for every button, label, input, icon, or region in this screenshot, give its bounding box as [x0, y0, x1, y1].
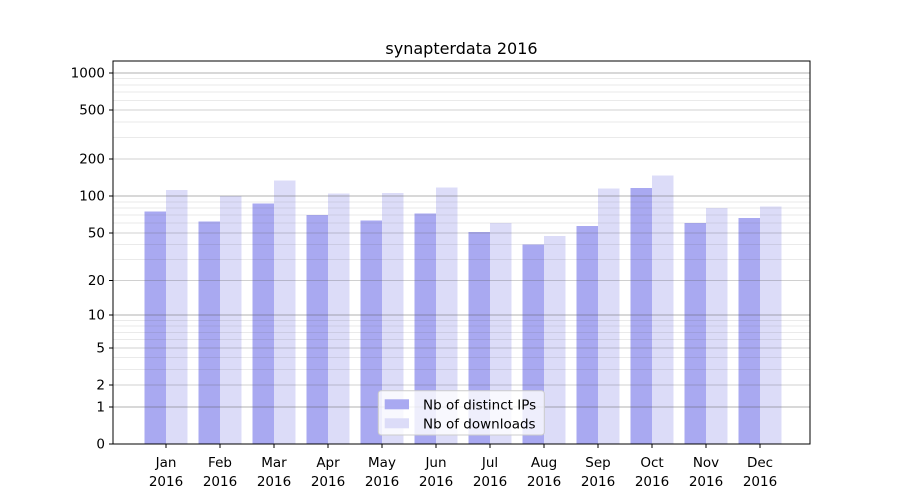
bar-oct-distinct-ips [630, 187, 652, 445]
y-tick-label: 20 [88, 273, 105, 289]
bar-jun-downloads [436, 187, 458, 444]
legend-box [377, 390, 545, 436]
bar-feb-distinct-ips [198, 221, 220, 444]
x-tick-label-month: Oct [640, 455, 663, 471]
y-tick-label: 1 [96, 399, 105, 415]
x-tick-label-month: Sep [585, 455, 610, 471]
x-tick-label-year: 2016 [473, 474, 507, 490]
y-tick-label: 5 [96, 340, 105, 356]
bar-mar-downloads [274, 180, 296, 444]
x-tick-label-year: 2016 [581, 474, 615, 490]
x-tick-label-year: 2016 [203, 474, 237, 490]
x-tick-label-year: 2016 [257, 474, 291, 490]
x-tick-label-year: 2016 [689, 474, 723, 490]
x-tick-label-month: Jul [481, 455, 498, 471]
bar-nov-downloads [706, 208, 728, 444]
x-tick-label-year: 2016 [527, 474, 561, 490]
bar-oct-downloads [652, 175, 674, 445]
x-tick-label-month: Aug [531, 455, 557, 471]
x-tick-label-year: 2016 [311, 474, 345, 490]
x-tick-label-year: 2016 [149, 474, 183, 490]
y-tick-label: 0 [96, 437, 105, 453]
x-tick-label-month: Jan [155, 455, 177, 471]
bar-dec-downloads [760, 206, 782, 444]
bar-jun-distinct-ips [414, 213, 436, 444]
y-tick-label: 500 [79, 103, 105, 119]
x-tick-label-year: 2016 [419, 474, 453, 490]
bar-jan-downloads [166, 190, 188, 444]
legend-swatch-downloads [384, 418, 409, 429]
bar-may-distinct-ips [360, 220, 382, 444]
legend-label: Nb of distinct IPs [423, 398, 536, 414]
x-tick-label-year: 2016 [365, 474, 399, 490]
y-tick-label: 100 [79, 189, 105, 205]
legend-label: Nb of downloads [423, 417, 536, 433]
y-tick-label: 1000 [71, 66, 105, 82]
x-tick-label-month: Nov [693, 455, 719, 471]
x-tick-label-month: Dec [747, 455, 773, 471]
bar-jul-downloads [490, 223, 512, 444]
x-tick-label-month: Apr [316, 455, 340, 471]
x-tick-label-month: Jun [424, 455, 446, 471]
bar-sep-distinct-ips [576, 226, 598, 444]
plot-border [112, 60, 811, 445]
bar-jan-distinct-ips [144, 211, 166, 444]
y-tick-label: 2 [96, 378, 105, 394]
chart-title: synapterdata 2016 [385, 39, 537, 58]
bar-aug-downloads [544, 236, 566, 444]
x-tick-label-month: May [368, 455, 396, 471]
y-tick-label: 200 [79, 152, 105, 168]
y-tick-label: 50 [88, 225, 105, 241]
bar-may-downloads [382, 193, 404, 444]
legend-swatch-distinct-ips [384, 399, 409, 410]
y-tick-label: 10 [88, 308, 105, 324]
bar-apr-downloads [328, 193, 350, 444]
bar-dec-distinct-ips [738, 218, 760, 444]
bar-nov-distinct-ips [684, 223, 706, 444]
x-tick-label-month: Feb [208, 455, 232, 471]
x-tick-label-month: Mar [261, 455, 287, 471]
x-tick-label-year: 2016 [635, 474, 669, 490]
bar-mar-distinct-ips [252, 203, 274, 444]
x-tick-label-year: 2016 [743, 474, 777, 490]
bar-apr-distinct-ips [306, 215, 328, 444]
bar-sep-downloads [598, 188, 620, 444]
bar-feb-downloads [220, 196, 242, 444]
